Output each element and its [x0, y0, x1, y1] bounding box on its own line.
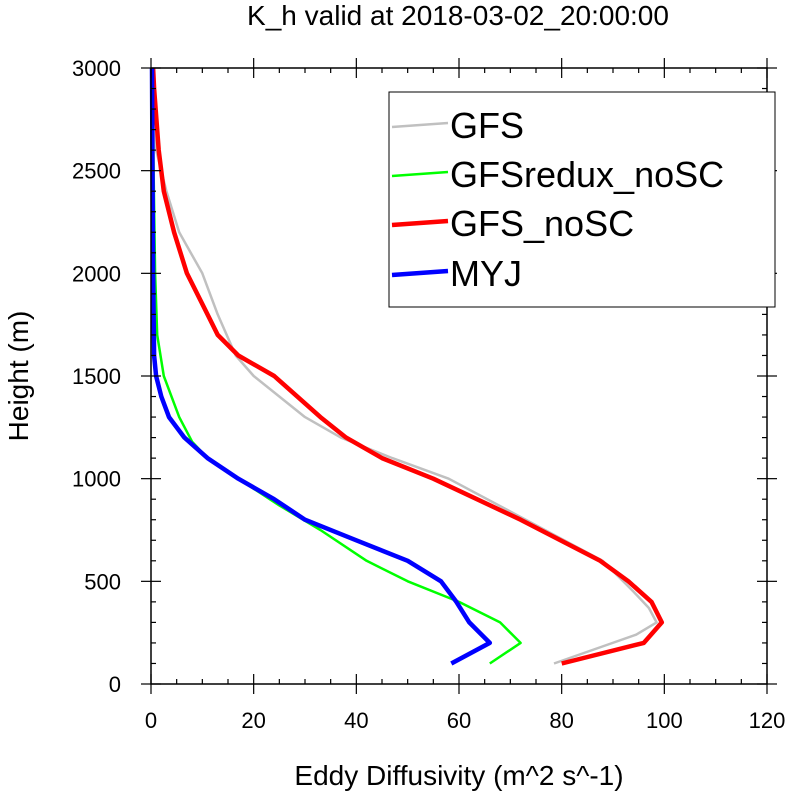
y-tick-label: 1500	[72, 364, 121, 389]
axes-layer: 0 20 40 60 80 100 120 0 500 1000 1500 2000 2500 3000	[72, 56, 785, 733]
legend-swatch-2	[391, 170, 449, 178]
legend-label-4: MYJ	[450, 253, 522, 294]
chart-title: K_h valid at 2018-03-02_20:00:00	[247, 0, 669, 31]
legend: GFS GFSredux_noSC GFS_noSC MYJ	[388, 91, 776, 308]
y-tick-label: 3000	[72, 56, 121, 81]
legend-label-1: GFS	[450, 105, 524, 146]
x-tick-label: 60	[447, 708, 471, 733]
y-tick-label: 2500	[72, 159, 121, 184]
x-tick-label: 40	[344, 708, 368, 733]
x-tick-label: 20	[241, 708, 265, 733]
legend-swatch-3	[391, 218, 449, 228]
y-axis-title: Height (m)	[3, 311, 34, 442]
x-tick-label: 100	[646, 708, 683, 733]
x-tick-label: 120	[749, 708, 786, 733]
legend-swatch-4	[391, 268, 449, 278]
legend-label-2: GFSredux_noSC	[450, 154, 724, 195]
y-tick-label: 500	[84, 569, 121, 594]
legend-swatch-1	[391, 121, 449, 129]
x-axis-title: Eddy Diffusivity (m^2 s^-1)	[294, 760, 623, 791]
plot-frame	[150, 67, 768, 685]
series-line-3	[150, 67, 665, 666]
y-tick-label: 2000	[72, 261, 121, 286]
y-tick-label: 0	[109, 672, 121, 697]
x-tick-label: 80	[549, 708, 573, 733]
legend-box	[388, 91, 776, 308]
x-tick-label: 0	[145, 708, 157, 733]
y-tick-label: 1000	[72, 467, 121, 492]
legend-items: GFS GFSredux_noSC GFS_noSC MYJ	[391, 105, 724, 294]
legend-label-3: GFS_noSC	[450, 203, 634, 244]
